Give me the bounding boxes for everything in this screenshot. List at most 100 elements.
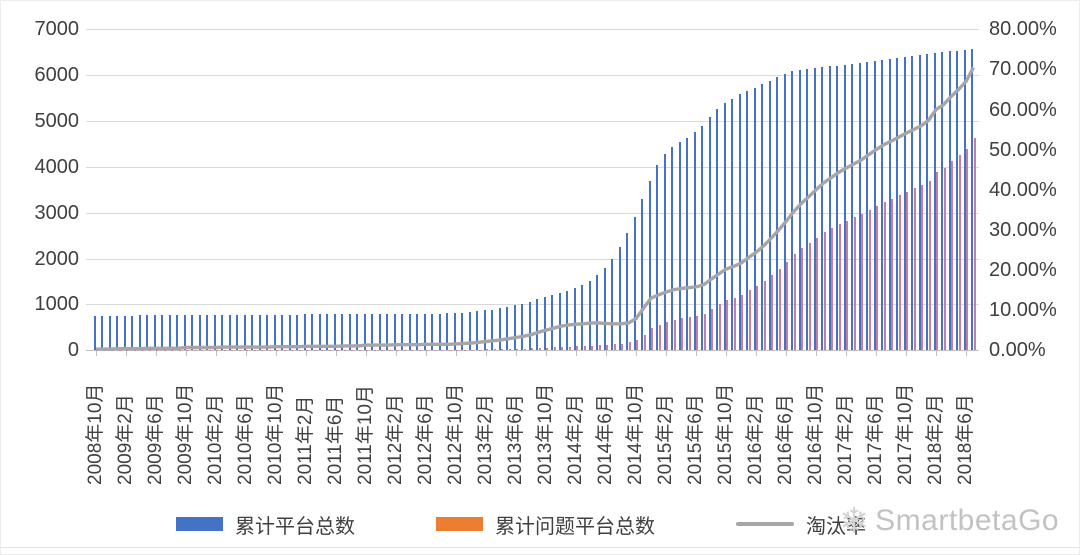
- bar-problem-platforms: [591, 345, 594, 351]
- bar-total-platforms: [611, 258, 614, 351]
- bar-problem-platforms: [628, 342, 631, 351]
- bar-problem-platforms: [966, 149, 969, 351]
- right-axis-tick-label: 60.00%: [989, 98, 1057, 121]
- bar-problem-platforms: [921, 185, 924, 351]
- blue-bar-swatch-icon: [176, 517, 223, 531]
- bar-problem-platforms: [868, 210, 871, 351]
- x-axis-tick: [126, 351, 127, 357]
- bar-problem-platforms: [748, 290, 751, 351]
- bar-problem-platforms: [493, 349, 496, 351]
- x-axis-tick-label: 2016年6月: [775, 394, 796, 485]
- bar-problem-platforms: [636, 339, 639, 351]
- x-axis-tick-label: 2012年6月: [415, 394, 436, 485]
- x-axis-tick-label: 2016年2月: [745, 394, 766, 485]
- left-axis-tick-label: 5000: [34, 110, 80, 132]
- legend-label: 累计平台总数: [235, 515, 355, 538]
- bar-problem-platforms: [973, 138, 976, 351]
- gray-line-swatch-icon: [736, 522, 794, 526]
- bar-total-platforms: [513, 305, 516, 351]
- bar-problem-platforms: [418, 349, 421, 351]
- x-axis-tick: [336, 351, 337, 357]
- bar-problem-platforms: [801, 248, 804, 351]
- bar-problem-platforms: [741, 294, 744, 351]
- x-axis-tick-label: 2014年10月: [625, 383, 646, 485]
- bar-problem-platforms: [891, 198, 894, 351]
- bar-total-platforms: [101, 315, 104, 351]
- x-axis-tick: [696, 351, 697, 357]
- bar-problem-platforms: [516, 348, 519, 351]
- bar-total-platforms: [311, 314, 314, 351]
- bar-total-platforms: [663, 154, 666, 351]
- bar-total-platforms: [648, 180, 651, 351]
- x-axis-tick: [96, 351, 97, 357]
- bar-problem-platforms: [883, 201, 886, 351]
- bar-problem-platforms: [426, 349, 429, 351]
- legend-item-total-platforms: 累计平台总数: [176, 510, 355, 539]
- left-axis-tick-label: 1000: [34, 293, 80, 316]
- bar-total-platforms: [251, 314, 254, 351]
- gridline: [86, 29, 979, 31]
- bar-total-platforms: [123, 315, 126, 351]
- bar-total-platforms: [476, 311, 479, 351]
- bar-total-platforms: [431, 313, 434, 351]
- x-axis-tick: [306, 351, 307, 357]
- right-axis-tick-label: 0.00%: [989, 339, 1046, 362]
- bar-total-platforms: [288, 314, 291, 351]
- x-axis-tick-label: 2014年6月: [595, 394, 616, 485]
- bar-total-platforms: [363, 314, 366, 351]
- right-axis-tick-label: 10.00%: [989, 299, 1057, 322]
- bar-total-platforms: [116, 315, 119, 351]
- bar-problem-platforms: [471, 349, 474, 351]
- x-axis-tick: [366, 351, 367, 357]
- bar-problem-platforms: [403, 349, 406, 351]
- bar-total-platforms: [153, 315, 156, 351]
- bar-total-platforms: [138, 315, 141, 351]
- bar-total-platforms: [318, 314, 321, 351]
- left-axis-tick-label: 0: [67, 339, 79, 362]
- bar-total-platforms: [536, 299, 539, 351]
- bar-problem-platforms: [816, 237, 819, 351]
- legend-item-problem-platforms: 累计问题平台总数: [436, 510, 655, 539]
- bar-total-platforms: [416, 313, 419, 351]
- bar-total-platforms: [596, 275, 599, 351]
- bar-total-platforms: [168, 315, 171, 351]
- bar-total-platforms: [348, 314, 351, 351]
- x-axis-tick: [456, 351, 457, 357]
- bar-problem-platforms: [696, 315, 699, 351]
- bar-total-platforms: [228, 314, 231, 351]
- x-axis-tick: [186, 351, 187, 357]
- x-axis-tick-label: 2017年10月: [895, 383, 916, 485]
- x-axis-tick: [726, 351, 727, 357]
- bar-problem-platforms: [538, 348, 541, 351]
- right-axis-tick-label: 50.00%: [989, 138, 1057, 161]
- x-axis-tick: [846, 351, 847, 357]
- bar-problem-platforms: [456, 349, 459, 351]
- x-axis-tick: [516, 351, 517, 357]
- x-axis-tick-label: 2009年10月: [175, 383, 196, 485]
- bar-problem-platforms: [853, 217, 856, 351]
- bar-total-platforms: [498, 308, 501, 351]
- bar-problem-platforms: [928, 180, 931, 351]
- x-axis-tick: [426, 351, 427, 357]
- bar-total-platforms: [573, 287, 576, 351]
- bar-total-platforms: [221, 314, 224, 351]
- bar-problem-platforms: [478, 349, 481, 351]
- bar-total-platforms: [108, 315, 111, 351]
- bar-total-platforms: [461, 312, 464, 351]
- x-axis-tick-label: 2017年6月: [865, 394, 886, 485]
- x-axis-tick-label: 2013年6月: [505, 394, 526, 485]
- bar-total-platforms: [446, 313, 449, 351]
- right-axis-tick-label: 70.00%: [989, 58, 1057, 81]
- bar-problem-platforms: [561, 346, 564, 351]
- bar-problem-platforms: [606, 344, 609, 351]
- bar-problem-platforms: [463, 349, 466, 351]
- x-axis-tick: [786, 351, 787, 357]
- bar-problem-platforms: [876, 205, 879, 351]
- x-axis-tick-label: 2015年2月: [655, 394, 676, 485]
- x-axis-tick: [606, 351, 607, 357]
- right-axis-tick-label: 40.00%: [989, 178, 1057, 201]
- bar-problem-platforms: [771, 275, 774, 351]
- bar-total-platforms: [356, 314, 359, 351]
- bar-total-platforms: [131, 315, 134, 351]
